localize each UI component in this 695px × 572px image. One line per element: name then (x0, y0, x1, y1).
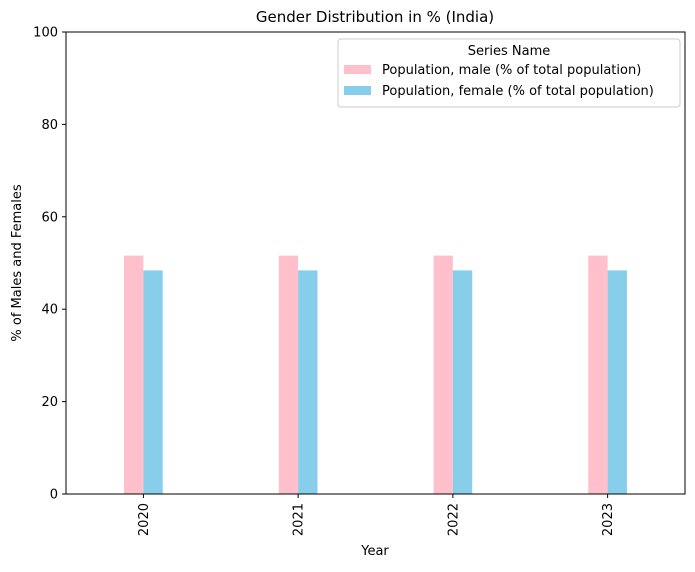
x-axis-label: Year (360, 544, 389, 559)
legend-items: Population, male (% of total population)… (344, 63, 654, 99)
axes-layer (65, 31, 686, 495)
x-tick-label-2020: 2020 (137, 503, 152, 536)
bar-male-2023 (588, 255, 608, 494)
bar-female-2021 (298, 270, 318, 494)
y-tick-label: 40 (41, 303, 58, 318)
legend-box (337, 38, 681, 108)
bar-female-2020 (143, 270, 163, 494)
x-axis-ticks: 2020 2021 2022 2023 (137, 494, 616, 536)
bar-female-2023 (607, 270, 627, 494)
y-tick-label: 20 (41, 395, 58, 410)
legend-label-female: Population, female (% of total populatio… (382, 84, 654, 99)
legend-label-male: Population, male (% of total population) (382, 63, 641, 78)
legend-swatch-male (344, 65, 371, 74)
legend-swatch-female (344, 86, 371, 95)
y-axis-label: % of Males and Females (10, 184, 25, 341)
bar-male-2020 (124, 255, 144, 494)
bars-layer (124, 255, 627, 494)
bar-male-2021 (278, 255, 299, 494)
y-tick-label: 80 (41, 118, 58, 133)
bar-female-2022 (452, 270, 473, 494)
legend-title: Series Name (468, 44, 550, 59)
y-tick-label: 100 (33, 26, 58, 41)
legend: Series Name Population, male (% of total… (337, 38, 681, 108)
x-tick-label-2021: 2021 (292, 503, 307, 536)
bar-male-2022 (433, 255, 453, 494)
y-axis-ticks: 0 20 40 60 80 100 (33, 26, 66, 503)
chart-title: Gender Distribution in % (India) (256, 8, 494, 26)
x-tick-label-2023: 2023 (601, 503, 616, 536)
x-tick-label-2022: 2022 (446, 503, 461, 536)
y-tick-label: 60 (41, 210, 58, 225)
plot-frame (65, 31, 686, 495)
y-tick-label: 0 (50, 488, 58, 503)
